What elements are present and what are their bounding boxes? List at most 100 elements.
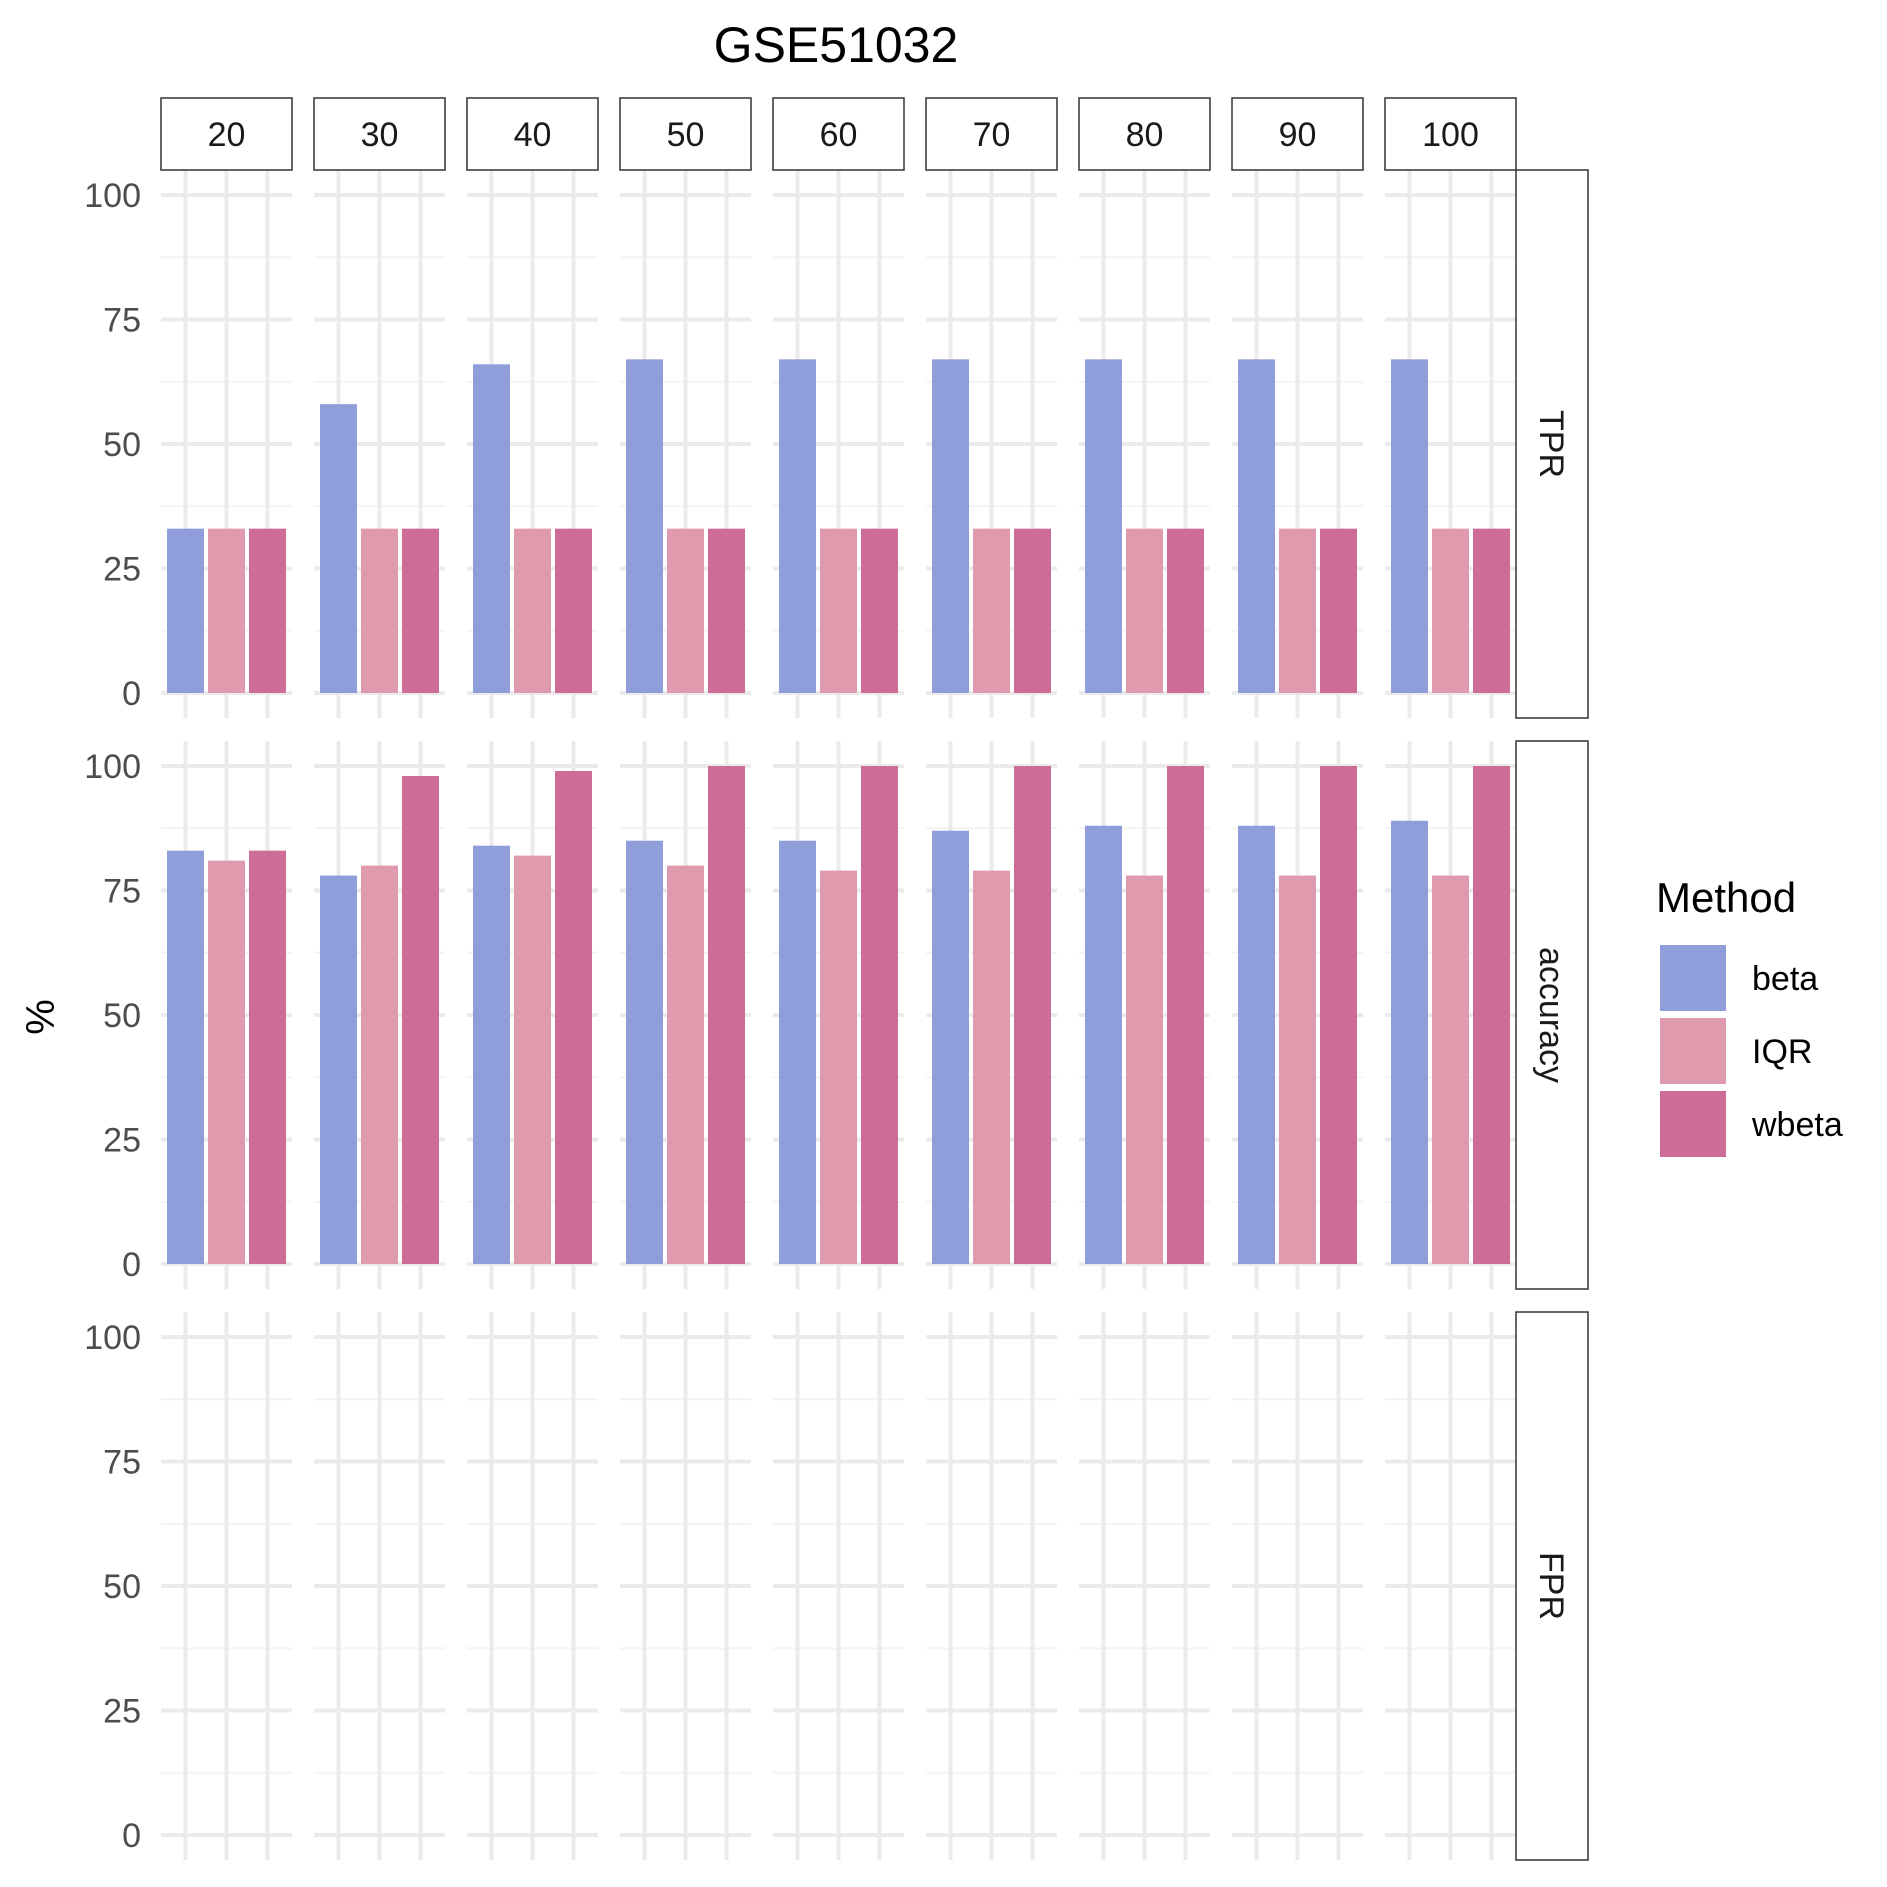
bar-IQR-TPR-70 (973, 528, 1010, 693)
legend: Method beta IQR wbeta (1656, 874, 1843, 1157)
y-tick-label: 50 (103, 997, 141, 1035)
y-tick-label: 0 (122, 1246, 141, 1284)
column-strip-label: 60 (820, 116, 858, 154)
column-strip-box (160, 97, 293, 171)
bar-wbeta-accuracy-20 (249, 850, 286, 1264)
bar-IQR-TPR-90 (1279, 528, 1316, 693)
column-strip-box (1384, 97, 1517, 171)
column-strip-label: 30 (361, 116, 399, 154)
bar-IQR-accuracy-20 (208, 860, 245, 1264)
row-strip-box (1515, 169, 1589, 719)
bar-beta-accuracy-100 (1391, 820, 1428, 1264)
y-tick-label: 25 (103, 1693, 141, 1731)
bar-beta-accuracy-30 (320, 875, 357, 1264)
y-tick-label: 25 (103, 551, 141, 589)
bar-wbeta-accuracy-70 (1014, 766, 1051, 1264)
bar-beta-accuracy-40 (473, 845, 510, 1264)
bar-IQR-accuracy-100 (1432, 875, 1469, 1264)
chart-title: GSE51032 (714, 17, 959, 73)
column-strip-label: 40 (514, 116, 552, 154)
bar-beta-accuracy-80 (1085, 825, 1122, 1264)
bar-wbeta-TPR-20 (249, 528, 286, 693)
legend-swatch-wbeta (1660, 1091, 1726, 1157)
legend-title: Method (1656, 874, 1796, 921)
row-strip-label: FPR (1532, 1552, 1570, 1620)
bar-wbeta-accuracy-80 (1167, 766, 1204, 1264)
legend-label-IQR: IQR (1752, 1033, 1812, 1071)
bar-wbeta-accuracy-30 (402, 775, 439, 1264)
column-strip-box (313, 97, 446, 171)
y-tick-label: 100 (84, 748, 141, 786)
bar-IQR-TPR-20 (208, 528, 245, 693)
bar-wbeta-TPR-40 (555, 528, 592, 693)
bar-wbeta-accuracy-100 (1473, 766, 1510, 1264)
bar-beta-TPR-80 (1085, 359, 1122, 693)
column-strip-label: 90 (1279, 116, 1317, 154)
column-strip-box (619, 97, 752, 171)
bar-IQR-TPR-60 (820, 528, 857, 693)
legend-swatch-IQR (1660, 1018, 1726, 1084)
row-strip-box (1515, 740, 1589, 1290)
bar-beta-accuracy-50 (626, 840, 663, 1264)
legend-swatch-beta (1660, 945, 1726, 1011)
bar-IQR-accuracy-30 (361, 865, 398, 1264)
bar-IQR-TPR-40 (514, 528, 551, 693)
column-strip-label: 70 (973, 116, 1011, 154)
y-tick-label: 100 (84, 177, 141, 215)
bar-wbeta-accuracy-50 (708, 766, 745, 1264)
bar-beta-TPR-60 (779, 359, 816, 693)
bar-wbeta-TPR-90 (1320, 528, 1357, 693)
y-tick-label: 75 (103, 302, 141, 340)
y-axis-title: % (19, 999, 63, 1035)
bar-beta-accuracy-70 (932, 830, 969, 1264)
bar-wbeta-accuracy-60 (861, 766, 898, 1264)
bar-IQR-TPR-100 (1432, 528, 1469, 693)
y-tick-label: 75 (103, 873, 141, 911)
bar-IQR-accuracy-70 (973, 870, 1010, 1264)
column-strip-box (466, 97, 599, 171)
bar-beta-TPR-100 (1391, 359, 1428, 693)
bar-IQR-accuracy-60 (820, 870, 857, 1264)
legend-label-wbeta: wbeta (1751, 1106, 1843, 1144)
bar-beta-accuracy-60 (779, 840, 816, 1264)
legend-label-beta: beta (1752, 960, 1818, 998)
y-tick-label: 50 (103, 426, 141, 464)
bar-wbeta-TPR-60 (861, 528, 898, 693)
column-strip-label: 50 (667, 116, 705, 154)
bar-IQR-TPR-50 (667, 528, 704, 693)
bar-beta-accuracy-20 (167, 850, 204, 1264)
column-strip-box (772, 97, 905, 171)
bar-beta-TPR-50 (626, 359, 663, 693)
bar-beta-TPR-40 (473, 364, 510, 693)
plot-area: 0 25 50 75 100 TPR 0 25 50 75 100 accuracy 0 25 50 75 10… (84, 97, 1589, 1861)
column-strip-label: 80 (1126, 116, 1164, 154)
bar-wbeta-TPR-50 (708, 528, 745, 693)
bar-IQR-accuracy-90 (1279, 875, 1316, 1264)
row-strip-label: accuracy (1532, 947, 1570, 1083)
row-strip-label: TPR (1532, 410, 1570, 478)
y-tick-label: 50 (103, 1568, 141, 1606)
y-tick-label: 0 (122, 675, 141, 713)
row-strip-box (1515, 1311, 1589, 1861)
bar-IQR-TPR-30 (361, 528, 398, 693)
bar-wbeta-TPR-80 (1167, 528, 1204, 693)
y-tick-label: 75 (103, 1444, 141, 1482)
bar-beta-TPR-20 (167, 528, 204, 693)
y-tick-label: 25 (103, 1122, 141, 1160)
column-strip-box (925, 97, 1058, 171)
column-strip-box (1231, 97, 1364, 171)
bar-IQR-accuracy-50 (667, 865, 704, 1264)
y-tick-label: 100 (84, 1319, 141, 1357)
bar-IQR-TPR-80 (1126, 528, 1163, 693)
y-tick-label: 0 (122, 1817, 141, 1855)
column-strip-label: 100 (1422, 116, 1479, 154)
bar-wbeta-TPR-70 (1014, 528, 1051, 693)
bar-wbeta-TPR-100 (1473, 528, 1510, 693)
bar-beta-TPR-90 (1238, 359, 1275, 693)
bar-beta-accuracy-90 (1238, 825, 1275, 1264)
bar-wbeta-TPR-30 (402, 528, 439, 693)
column-strip-label: 20 (208, 116, 246, 154)
bar-beta-TPR-30 (320, 404, 357, 693)
bar-IQR-accuracy-80 (1126, 875, 1163, 1264)
